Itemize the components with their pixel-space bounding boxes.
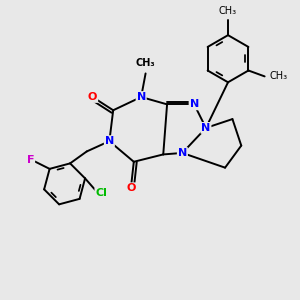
Text: O: O [88,92,97,102]
Text: N: N [136,92,146,102]
Text: CH₃: CH₃ [136,58,155,68]
Text: CH₃: CH₃ [270,71,288,81]
Text: N: N [178,148,187,158]
Text: N: N [190,99,199,110]
Text: F: F [27,155,34,165]
Text: Cl: Cl [95,188,107,198]
Text: O: O [126,183,136,193]
Text: N: N [105,136,114,146]
Text: N: N [201,123,211,133]
Text: CH₃: CH₃ [219,6,237,16]
